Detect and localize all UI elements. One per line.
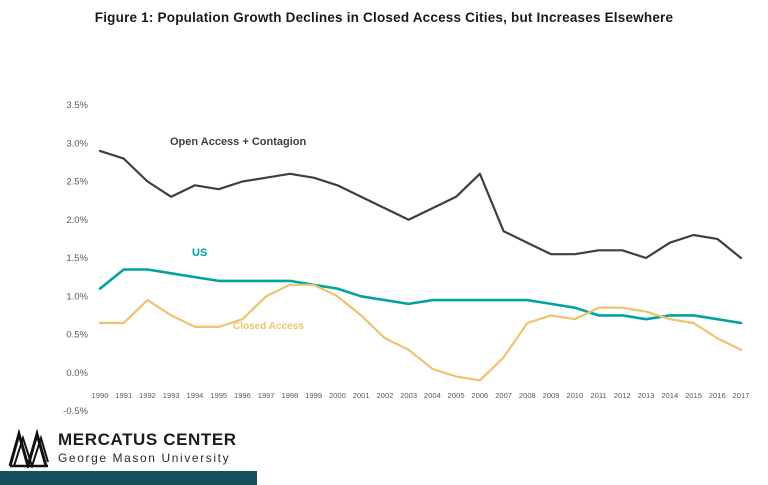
org-text: MERCATUS CENTER George Mason University — [58, 429, 237, 466]
x-tick-label: 2009 — [543, 391, 560, 400]
y-tick-label: 1.5% — [66, 253, 88, 264]
x-tick-label: 1993 — [163, 391, 180, 400]
x-tick-label: 1991 — [115, 391, 132, 400]
x-tick-label: 1990 — [92, 391, 109, 400]
x-tick-label: 2013 — [638, 391, 655, 400]
y-tick-label: 3.5% — [66, 100, 88, 111]
x-tick-label: 2017 — [733, 391, 750, 400]
x-tick-label: 1999 — [305, 391, 322, 400]
x-tick-label: 2008 — [519, 391, 536, 400]
series-line-us — [98, 268, 743, 325]
y-tick-label: -0.5% — [63, 406, 88, 417]
x-tick-label: 2011 — [590, 391, 606, 400]
x-tick-label: 2005 — [448, 391, 465, 400]
x-tick-label: 2006 — [471, 391, 488, 400]
x-tick-label: 2003 — [400, 391, 417, 400]
y-tick-label: 2.0% — [66, 215, 88, 226]
x-tick-label: 1992 — [139, 391, 156, 400]
footer-accent-bar — [0, 471, 257, 485]
mercatus-logo-icon — [8, 428, 49, 468]
x-tick-label: 2004 — [424, 391, 441, 400]
x-tick-label: 2010 — [566, 391, 583, 400]
x-tick-label: 1995 — [210, 391, 227, 400]
series-label-closed-access: Closed Access — [233, 321, 304, 332]
series-label-open-access: Open Access + Contagion — [170, 136, 307, 148]
x-tick-label: 2016 — [709, 391, 726, 400]
series-label-us: US — [192, 247, 208, 259]
x-tick-label: 1996 — [234, 391, 251, 400]
x-tick-label: 1994 — [187, 391, 204, 400]
x-tick-label: 2000 — [329, 391, 346, 400]
x-tick-label: 2002 — [376, 391, 393, 400]
x-tick-label: 2012 — [614, 391, 631, 400]
y-tick-label: 2.5% — [66, 177, 88, 188]
y-tick-label: 3.0% — [66, 138, 88, 149]
y-tick-label: 0.0% — [66, 368, 88, 379]
org-subtitle: George Mason University — [58, 451, 231, 466]
x-tick-label: 2015 — [685, 391, 702, 400]
x-tick-label: 2014 — [661, 391, 678, 400]
x-tick-label: 1997 — [258, 391, 275, 400]
y-tick-label: 0.5% — [66, 330, 88, 341]
x-tick-label: 1998 — [281, 391, 298, 400]
series-line-open-access-contagion — [98, 149, 743, 260]
x-tick-label: 2001 — [353, 391, 370, 400]
y-tick-label: 1.0% — [66, 291, 88, 302]
footer-branding: MERCATUS CENTER George Mason University — [8, 428, 237, 468]
org-name: MERCATUS CENTER — [58, 429, 237, 449]
chart-title: Figure 1: Population Growth Declines in … — [94, 10, 674, 25]
x-tick-label: 2007 — [495, 391, 512, 400]
series-line-closed-access — [98, 283, 743, 382]
